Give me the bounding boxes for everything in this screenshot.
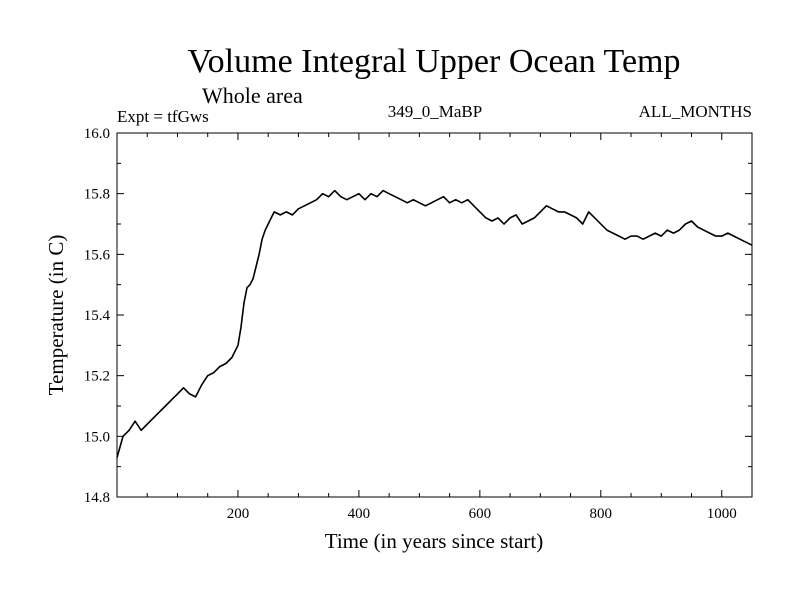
x-tick-label: 1000 bbox=[707, 506, 737, 522]
y-tick-label: 15.2 bbox=[84, 369, 110, 385]
y-tick-label: 15.6 bbox=[84, 247, 111, 263]
y-tick-label: 16.0 bbox=[84, 126, 110, 142]
plot-frame bbox=[116, 132, 753, 498]
temperature-series-line bbox=[116, 189, 753, 458]
x-axis: 200 400 600 800 1000 bbox=[146, 133, 737, 522]
chart-title: Volume Integral Upper Ocean Temp bbox=[188, 43, 681, 80]
x-tick-label: 200 bbox=[227, 506, 250, 522]
y-axis: 14.8 15.0 15.2 15.4 15.6 15.8 16.0 bbox=[84, 126, 752, 506]
x-tick-label: 800 bbox=[590, 506, 613, 522]
period-annotation: 349_0_MaBP bbox=[388, 102, 482, 121]
y-tick-label: 15.4 bbox=[84, 308, 111, 324]
months-annotation: ALL_MONTHS bbox=[639, 102, 752, 121]
y-tick-label: 15.0 bbox=[84, 429, 110, 445]
expt-annotation: Expt = tfGws bbox=[117, 107, 209, 126]
chart-subtitle: Whole area bbox=[202, 83, 303, 108]
x-tick-label: 600 bbox=[469, 506, 492, 522]
y-axis-label: Temperature (in C) bbox=[44, 235, 68, 396]
y-tick-label: 15.8 bbox=[84, 187, 110, 203]
x-tick-label: 400 bbox=[348, 506, 371, 522]
x-axis-label: Time (in years since start) bbox=[325, 529, 544, 553]
y-tick-label: 14.8 bbox=[84, 490, 110, 506]
